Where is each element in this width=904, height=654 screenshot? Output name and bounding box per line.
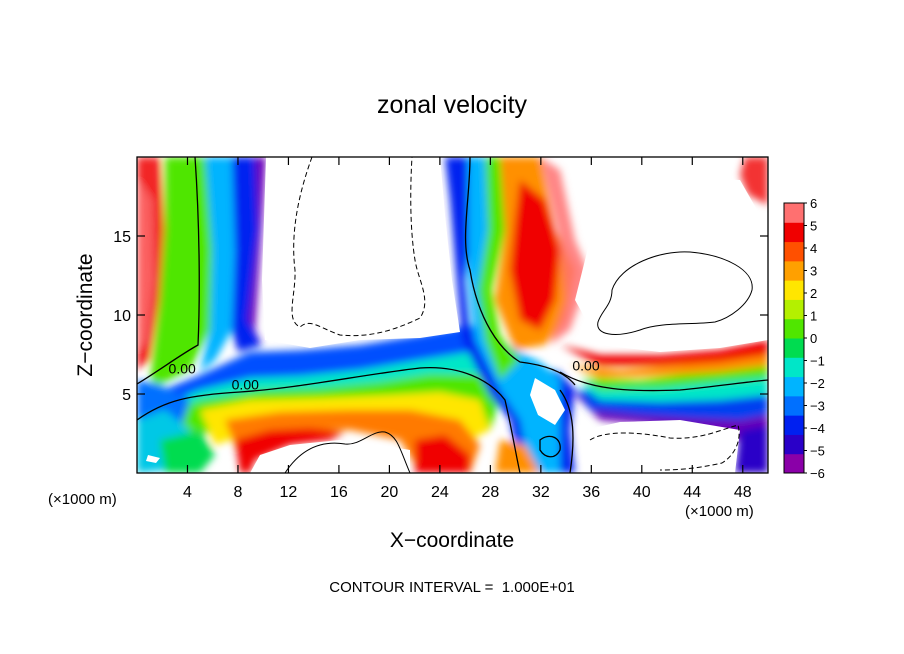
colorbar-cell	[784, 222, 804, 243]
contour-zero-small-loop	[539, 435, 561, 458]
contour-label: 0.00	[232, 376, 259, 392]
colorbar-cells	[784, 203, 804, 474]
x-tick-label: 16	[330, 484, 348, 501]
y-tick-label: 15	[113, 229, 131, 246]
colorbar-tick-label: −4	[810, 421, 825, 436]
colorbar-cell	[784, 453, 804, 474]
colorbar-cell	[784, 338, 804, 358]
colorbar: 6 5 4 3 2 1 0 −1 −2 −3 −4 −5 −6	[783, 196, 825, 481]
colorbar-cell	[784, 318, 804, 339]
colorbar-tick-label: −2	[810, 376, 825, 391]
colorbar-cell	[784, 299, 804, 320]
x-axis-ticks: 4 8 12 16 20 24 28 32 36 40 44 48	[183, 157, 752, 501]
x-tick-label: 48	[734, 484, 752, 501]
x-tick-label: 40	[633, 484, 651, 501]
contour-zero-right	[559, 371, 768, 392]
field-white-region-small	[146, 455, 160, 463]
field-left-column-cyan	[200, 157, 240, 372]
contour-zero-center	[464, 157, 576, 386]
contour-dashed-upper	[291, 157, 426, 337]
y-axis-ticks: 5 10 15	[113, 229, 768, 404]
colorbar-tick-label: 6	[810, 196, 817, 211]
colorbar-cell	[784, 376, 804, 397]
x-axis-label: X−coordinate	[390, 529, 514, 552]
x-tick-label: 36	[582, 484, 600, 501]
x-axis-unit-left: (×1000 m)	[48, 491, 117, 508]
colorbar-cell	[784, 260, 804, 281]
y-tick-label: 10	[113, 308, 131, 325]
contour-label: 0.00	[169, 360, 196, 376]
colorbar-tick-label: −3	[810, 399, 825, 414]
x-tick-label: 20	[381, 484, 399, 501]
contour-interval-note: CONTOUR INTERVAL = 1.000E+01	[329, 579, 574, 596]
x-axis-unit-right: (×1000 m)	[685, 503, 754, 520]
x-tick-label: 8	[234, 484, 243, 501]
contour-zero-center-lower	[559, 389, 574, 473]
colorbar-cell	[784, 203, 804, 223]
field-right-band-green	[580, 360, 768, 390]
colorbar-cell	[784, 415, 804, 435]
contour-zero-band	[137, 366, 521, 473]
colorbar-tick-label: 2	[810, 286, 817, 301]
contour-label-group: 0.00 0.00 0.00	[169, 357, 600, 392]
field-white-region-upper	[262, 157, 460, 348]
colorbar-cell	[784, 241, 804, 262]
x-tick-label: 4	[183, 484, 192, 501]
x-tick-label: 32	[532, 484, 550, 501]
field-white-region-upper-right	[575, 178, 768, 352]
field-band-red	[235, 428, 345, 473]
field-top-right-corner-red	[740, 157, 768, 205]
y-axis-label: Z−coordinate	[74, 253, 97, 376]
field-lower-middle-orange	[495, 440, 540, 473]
contour-dashed-right-pocket	[589, 424, 740, 471]
field-right-edge-blue	[735, 425, 768, 473]
field-white-region-lower-left	[250, 440, 410, 473]
colorbar-cell	[784, 280, 804, 300]
plot-area: 0.000.000.00 4 8 12 16 20 24 28 32 36 40 44 48 5101…	[113, 156, 769, 501]
chart-title: zonal velocity	[377, 91, 528, 119]
colorbar-tick-label: −5	[810, 444, 825, 459]
colorbar-labels: 6 5 4 3 2 1 0 −1 −2 −3 −4 −5 −6	[804, 196, 825, 481]
contour-solid-loop-right	[597, 251, 753, 335]
contour-label: 0.00	[572, 357, 599, 373]
colorbar-cell	[784, 395, 804, 416]
field-center-column-green	[478, 157, 520, 380]
x-tick-label: 24	[431, 484, 449, 501]
colorbar-cell	[784, 434, 804, 455]
colorbar-tick-label: 1	[810, 309, 817, 324]
field-right-band-red	[560, 340, 768, 366]
contour-zero-left	[137, 157, 200, 385]
colorbar-tick-label: 4	[810, 241, 817, 256]
x-tick-label: 12	[280, 484, 298, 501]
field-left-edge-pink	[137, 180, 152, 350]
colorbar-tick-label: 0	[810, 331, 817, 346]
field-left-column-purple	[248, 157, 266, 346]
field-center-column-red	[510, 180, 560, 330]
x-tick-label: 44	[683, 484, 701, 501]
field-white-region-right-pocket	[585, 420, 740, 473]
contour-solid-lower-left	[284, 431, 411, 473]
colorbar-tick-label: −6	[810, 466, 825, 481]
colorbar-tick-label: 3	[810, 264, 817, 279]
field-right-band-orange	[570, 350, 768, 378]
velocity-field	[137, 157, 768, 473]
colorbar-tick-label: 5	[810, 219, 817, 234]
field-white-region-center-pocket	[530, 378, 565, 425]
field-lower-middle-red	[415, 435, 470, 473]
contour-lines	[137, 157, 768, 473]
field-lower-left-green	[160, 430, 215, 473]
colorbar-tick-label: −1	[810, 354, 825, 369]
x-tick-label: 28	[481, 484, 499, 501]
field-left-column-blue	[232, 157, 262, 352]
colorbar-cell	[784, 357, 804, 378]
y-tick-label: 5	[122, 387, 131, 404]
